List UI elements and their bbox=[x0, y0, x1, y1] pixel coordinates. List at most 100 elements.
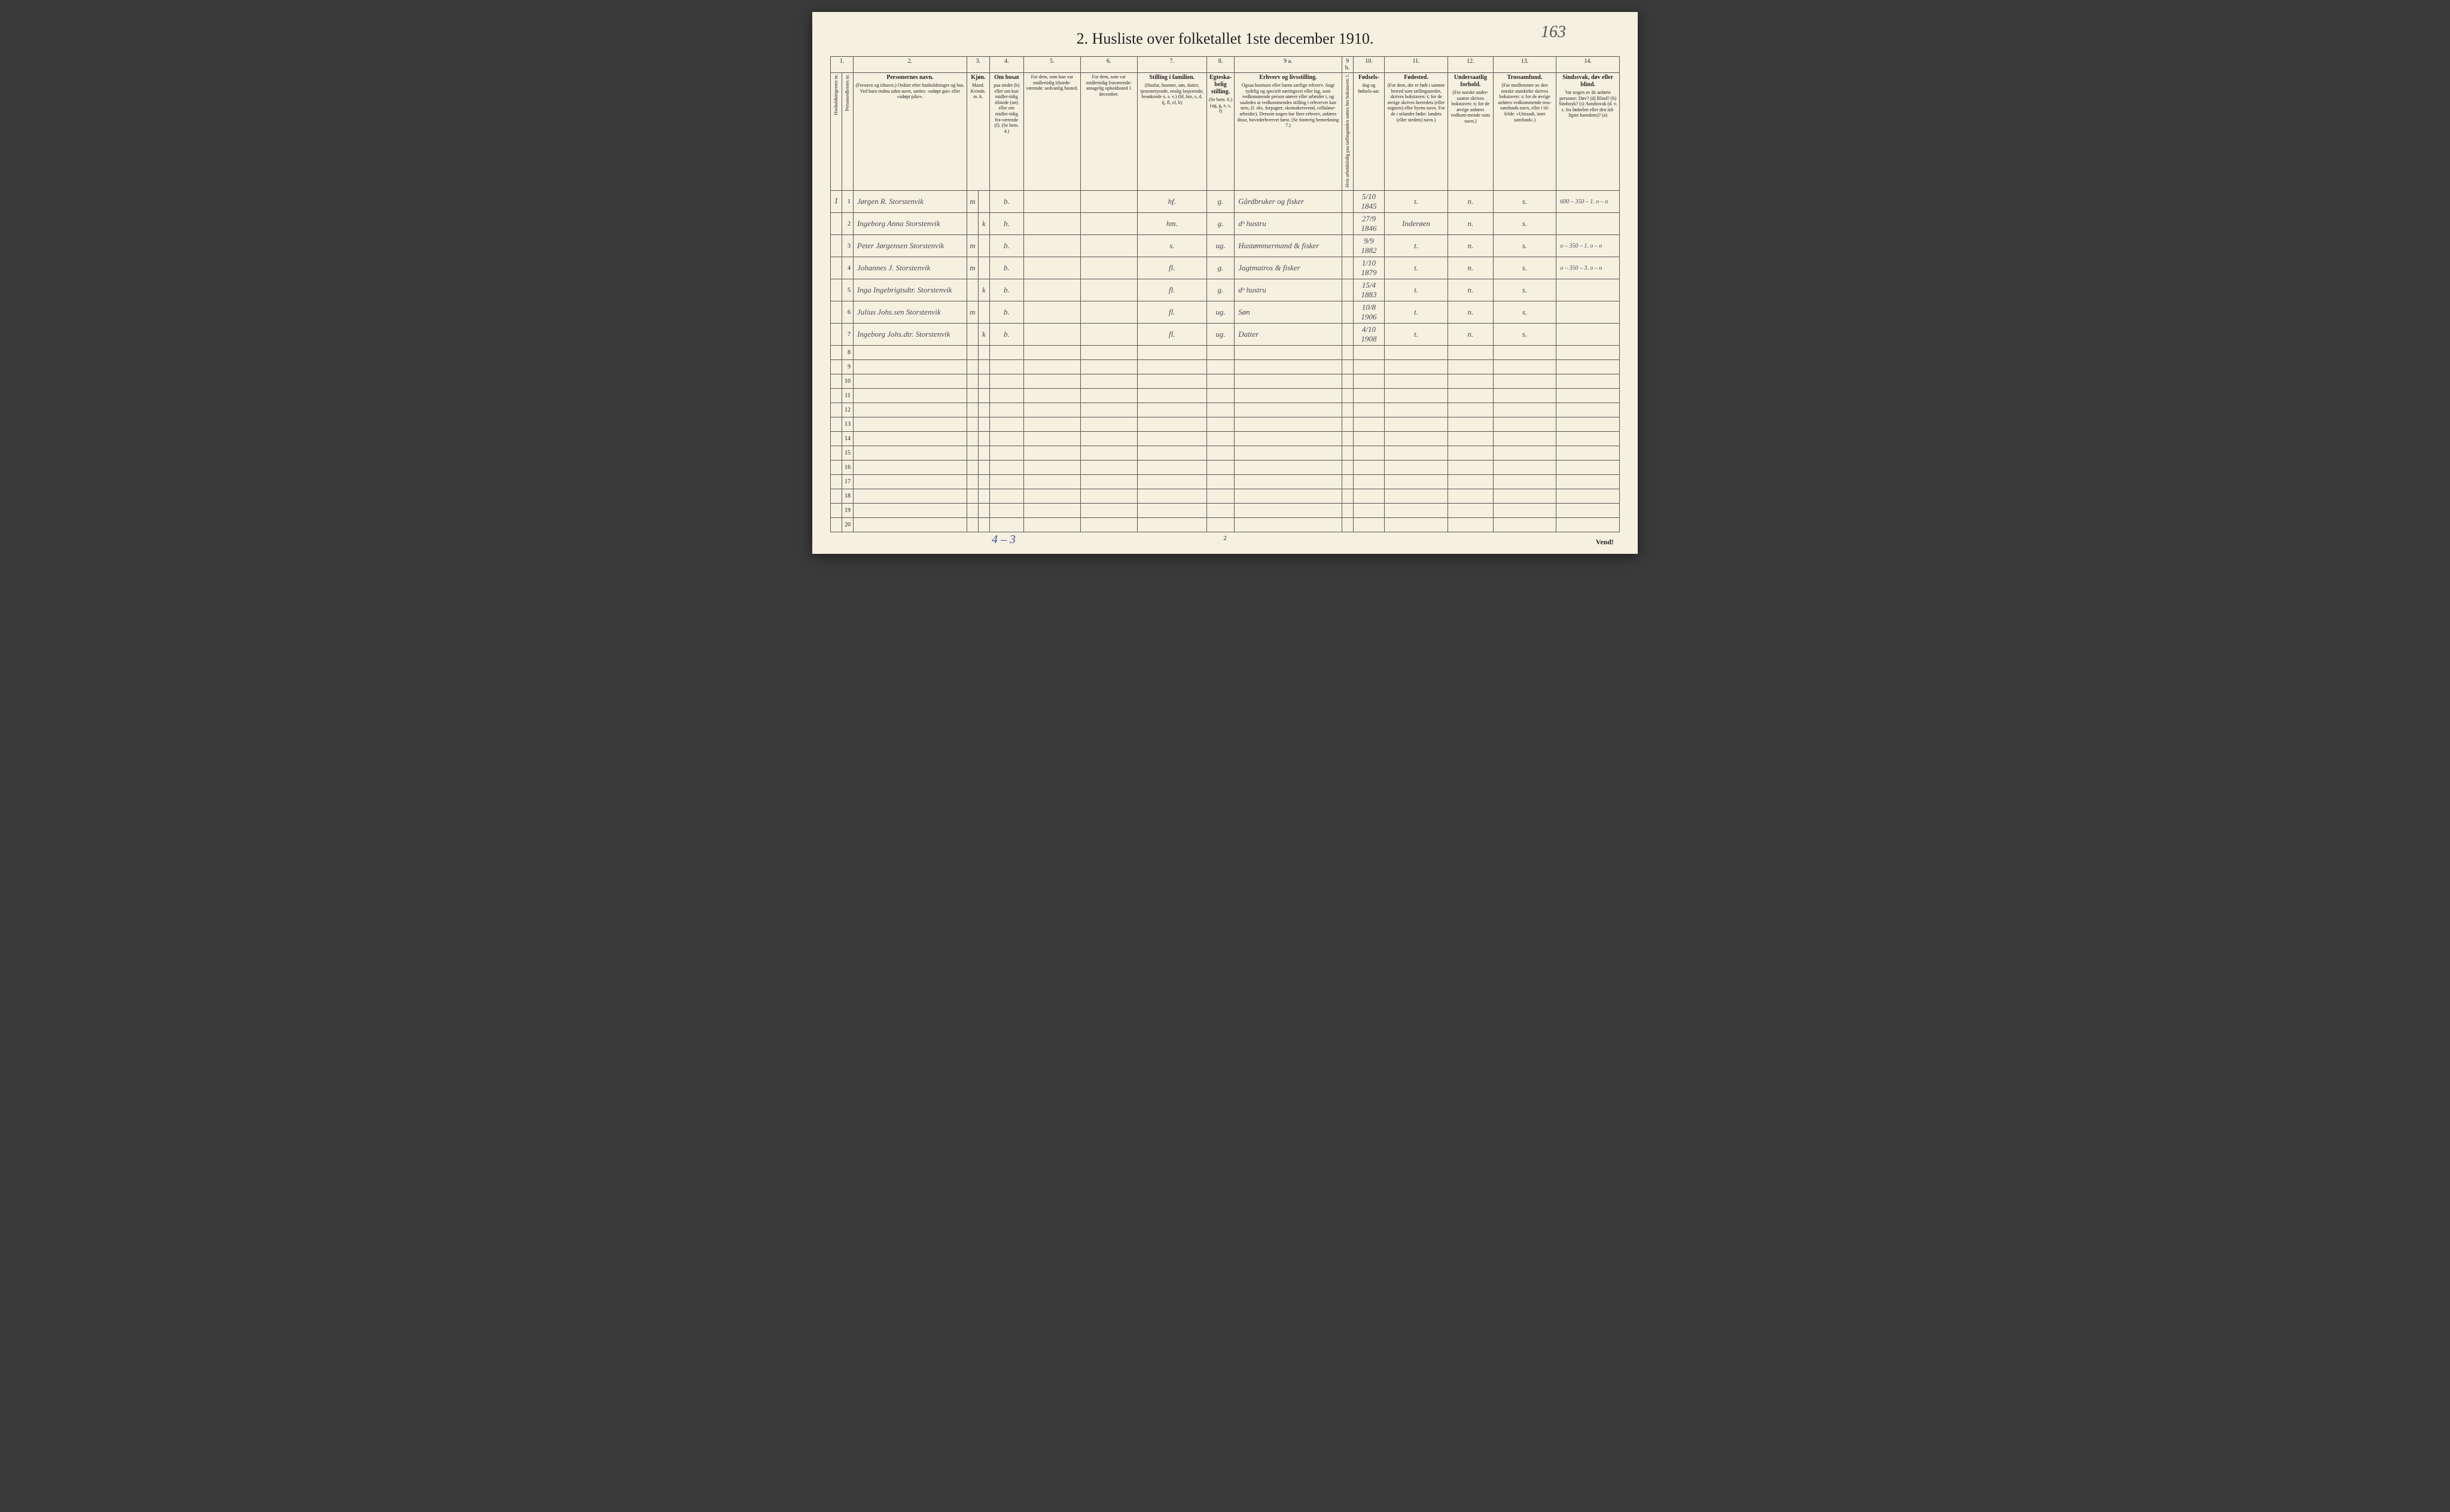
cell-empty bbox=[1235, 346, 1342, 360]
cell-empty bbox=[1342, 374, 1353, 389]
cell-empty bbox=[1023, 504, 1080, 518]
cell-empty bbox=[1385, 475, 1448, 489]
cell-empty bbox=[1023, 346, 1080, 360]
cell-person-nr: 1 bbox=[842, 191, 853, 213]
cell-empty bbox=[978, 504, 989, 518]
cell-empty bbox=[1385, 432, 1448, 446]
cell-sex-k bbox=[978, 301, 989, 324]
table-row-empty: 16 bbox=[831, 461, 1620, 475]
cell-person-nr: 19 bbox=[842, 504, 853, 518]
cell-empty bbox=[1080, 518, 1137, 532]
cell-nationality: n. bbox=[1448, 301, 1493, 324]
table-row: 11Jørgen R. Storstenvikmb.hf.g.Gårdbruke… bbox=[831, 191, 1620, 213]
document-page: 163 2. Husliste over folketallet 1ste de… bbox=[812, 12, 1638, 554]
cell-empty bbox=[1206, 489, 1234, 504]
cell-empty bbox=[853, 432, 967, 446]
cell-empty bbox=[1385, 389, 1448, 403]
column-header-row: Husholdningernes nr. Personsedlernes nr.… bbox=[831, 73, 1620, 191]
header-name: Personernes navn.(Fornavn og tilnavn.) O… bbox=[853, 73, 967, 191]
cell-temp-present bbox=[1023, 235, 1080, 257]
cell-empty bbox=[1448, 374, 1493, 389]
cell-empty bbox=[1448, 432, 1493, 446]
cell-person-nr: 14 bbox=[842, 432, 853, 446]
cell-temp-absent bbox=[1080, 191, 1137, 213]
cell-empty bbox=[978, 432, 989, 446]
cell-empty bbox=[1493, 374, 1556, 389]
cell-name: Ingeborg Johs.dtr. Storstenvik bbox=[853, 324, 967, 346]
cell-empty bbox=[1493, 360, 1556, 374]
cell-empty bbox=[989, 446, 1023, 461]
cell-empty bbox=[967, 374, 978, 389]
cell-household-nr bbox=[831, 279, 842, 301]
cell-person-nr: 3 bbox=[842, 235, 853, 257]
cell-marital: g. bbox=[1206, 257, 1234, 279]
cell-empty bbox=[1206, 518, 1234, 532]
cell-empty bbox=[1137, 432, 1206, 446]
cell-empty bbox=[967, 417, 978, 432]
cell-temp-absent bbox=[1080, 301, 1137, 324]
cell-temp-absent bbox=[1080, 324, 1137, 346]
cell-nationality: n. bbox=[1448, 257, 1493, 279]
cell-sex-m bbox=[967, 279, 978, 301]
cell-unemployed bbox=[1342, 191, 1353, 213]
table-row-empty: 10 bbox=[831, 374, 1620, 389]
cell-religion: s. bbox=[1493, 257, 1556, 279]
cell-empty bbox=[1448, 403, 1493, 417]
cell-empty bbox=[853, 360, 967, 374]
cell-person-nr: 16 bbox=[842, 461, 853, 475]
cell-disability bbox=[1556, 301, 1620, 324]
cell-religion: s. bbox=[1493, 213, 1556, 235]
cell-empty bbox=[967, 432, 978, 446]
cell-occupation: Gårdbruker og fisker bbox=[1235, 191, 1342, 213]
cell-empty bbox=[853, 504, 967, 518]
cell-empty bbox=[1137, 417, 1206, 432]
header-family-position: Stilling i familien.(Husfar, husmor, søn… bbox=[1137, 73, 1206, 191]
cell-person-nr: 18 bbox=[842, 489, 853, 504]
cell-person-nr: 20 bbox=[842, 518, 853, 532]
cell-empty bbox=[1342, 475, 1353, 489]
cell-household-nr bbox=[831, 213, 842, 235]
cell-empty bbox=[1448, 489, 1493, 504]
cell-empty bbox=[1342, 518, 1353, 532]
cell-sex-m: m bbox=[967, 257, 978, 279]
cell-empty bbox=[1448, 475, 1493, 489]
cell-empty bbox=[967, 518, 978, 532]
cell-empty bbox=[831, 446, 842, 461]
cell-marital: ug. bbox=[1206, 235, 1234, 257]
cell-empty bbox=[1493, 403, 1556, 417]
cell-empty bbox=[967, 489, 978, 504]
cell-empty bbox=[1206, 374, 1234, 389]
colnum-10: 10. bbox=[1353, 57, 1385, 73]
cell-unemployed bbox=[1342, 279, 1353, 301]
cell-empty bbox=[1556, 417, 1620, 432]
cell-empty bbox=[1493, 417, 1556, 432]
cell-birthplace: t. bbox=[1385, 301, 1448, 324]
cell-empty bbox=[1556, 432, 1620, 446]
cell-temp-absent bbox=[1080, 279, 1137, 301]
header-birthplace: Fødested.(For dem, der er født i samme h… bbox=[1385, 73, 1448, 191]
cell-sex-m bbox=[967, 213, 978, 235]
cell-empty bbox=[1206, 389, 1234, 403]
cell-empty bbox=[1353, 489, 1385, 504]
table-row-empty: 14 bbox=[831, 432, 1620, 446]
cell-nationality: n. bbox=[1448, 191, 1493, 213]
cell-sex-k: k bbox=[978, 324, 989, 346]
cell-family-position: s. bbox=[1137, 235, 1206, 257]
cell-empty bbox=[831, 518, 842, 532]
table-row-empty: 20 bbox=[831, 518, 1620, 532]
table-row-empty: 18 bbox=[831, 489, 1620, 504]
cell-residence: b. bbox=[989, 213, 1023, 235]
cell-empty bbox=[1342, 417, 1353, 432]
header-residence: Om bosatpaa stedet (b) eller om kun midl… bbox=[989, 73, 1023, 191]
cell-nationality: n. bbox=[1448, 279, 1493, 301]
cell-empty bbox=[1385, 417, 1448, 432]
cell-empty bbox=[1342, 504, 1353, 518]
cell-empty bbox=[1353, 461, 1385, 475]
cell-temp-present bbox=[1023, 324, 1080, 346]
table-row: 3Peter Jørgensen Storstenvikmb.s.ug.Hust… bbox=[831, 235, 1620, 257]
cell-empty bbox=[967, 346, 978, 360]
cell-empty bbox=[1353, 446, 1385, 461]
cell-person-nr: 6 bbox=[842, 301, 853, 324]
cell-family-position: hf. bbox=[1137, 191, 1206, 213]
cell-person-nr: 15 bbox=[842, 446, 853, 461]
